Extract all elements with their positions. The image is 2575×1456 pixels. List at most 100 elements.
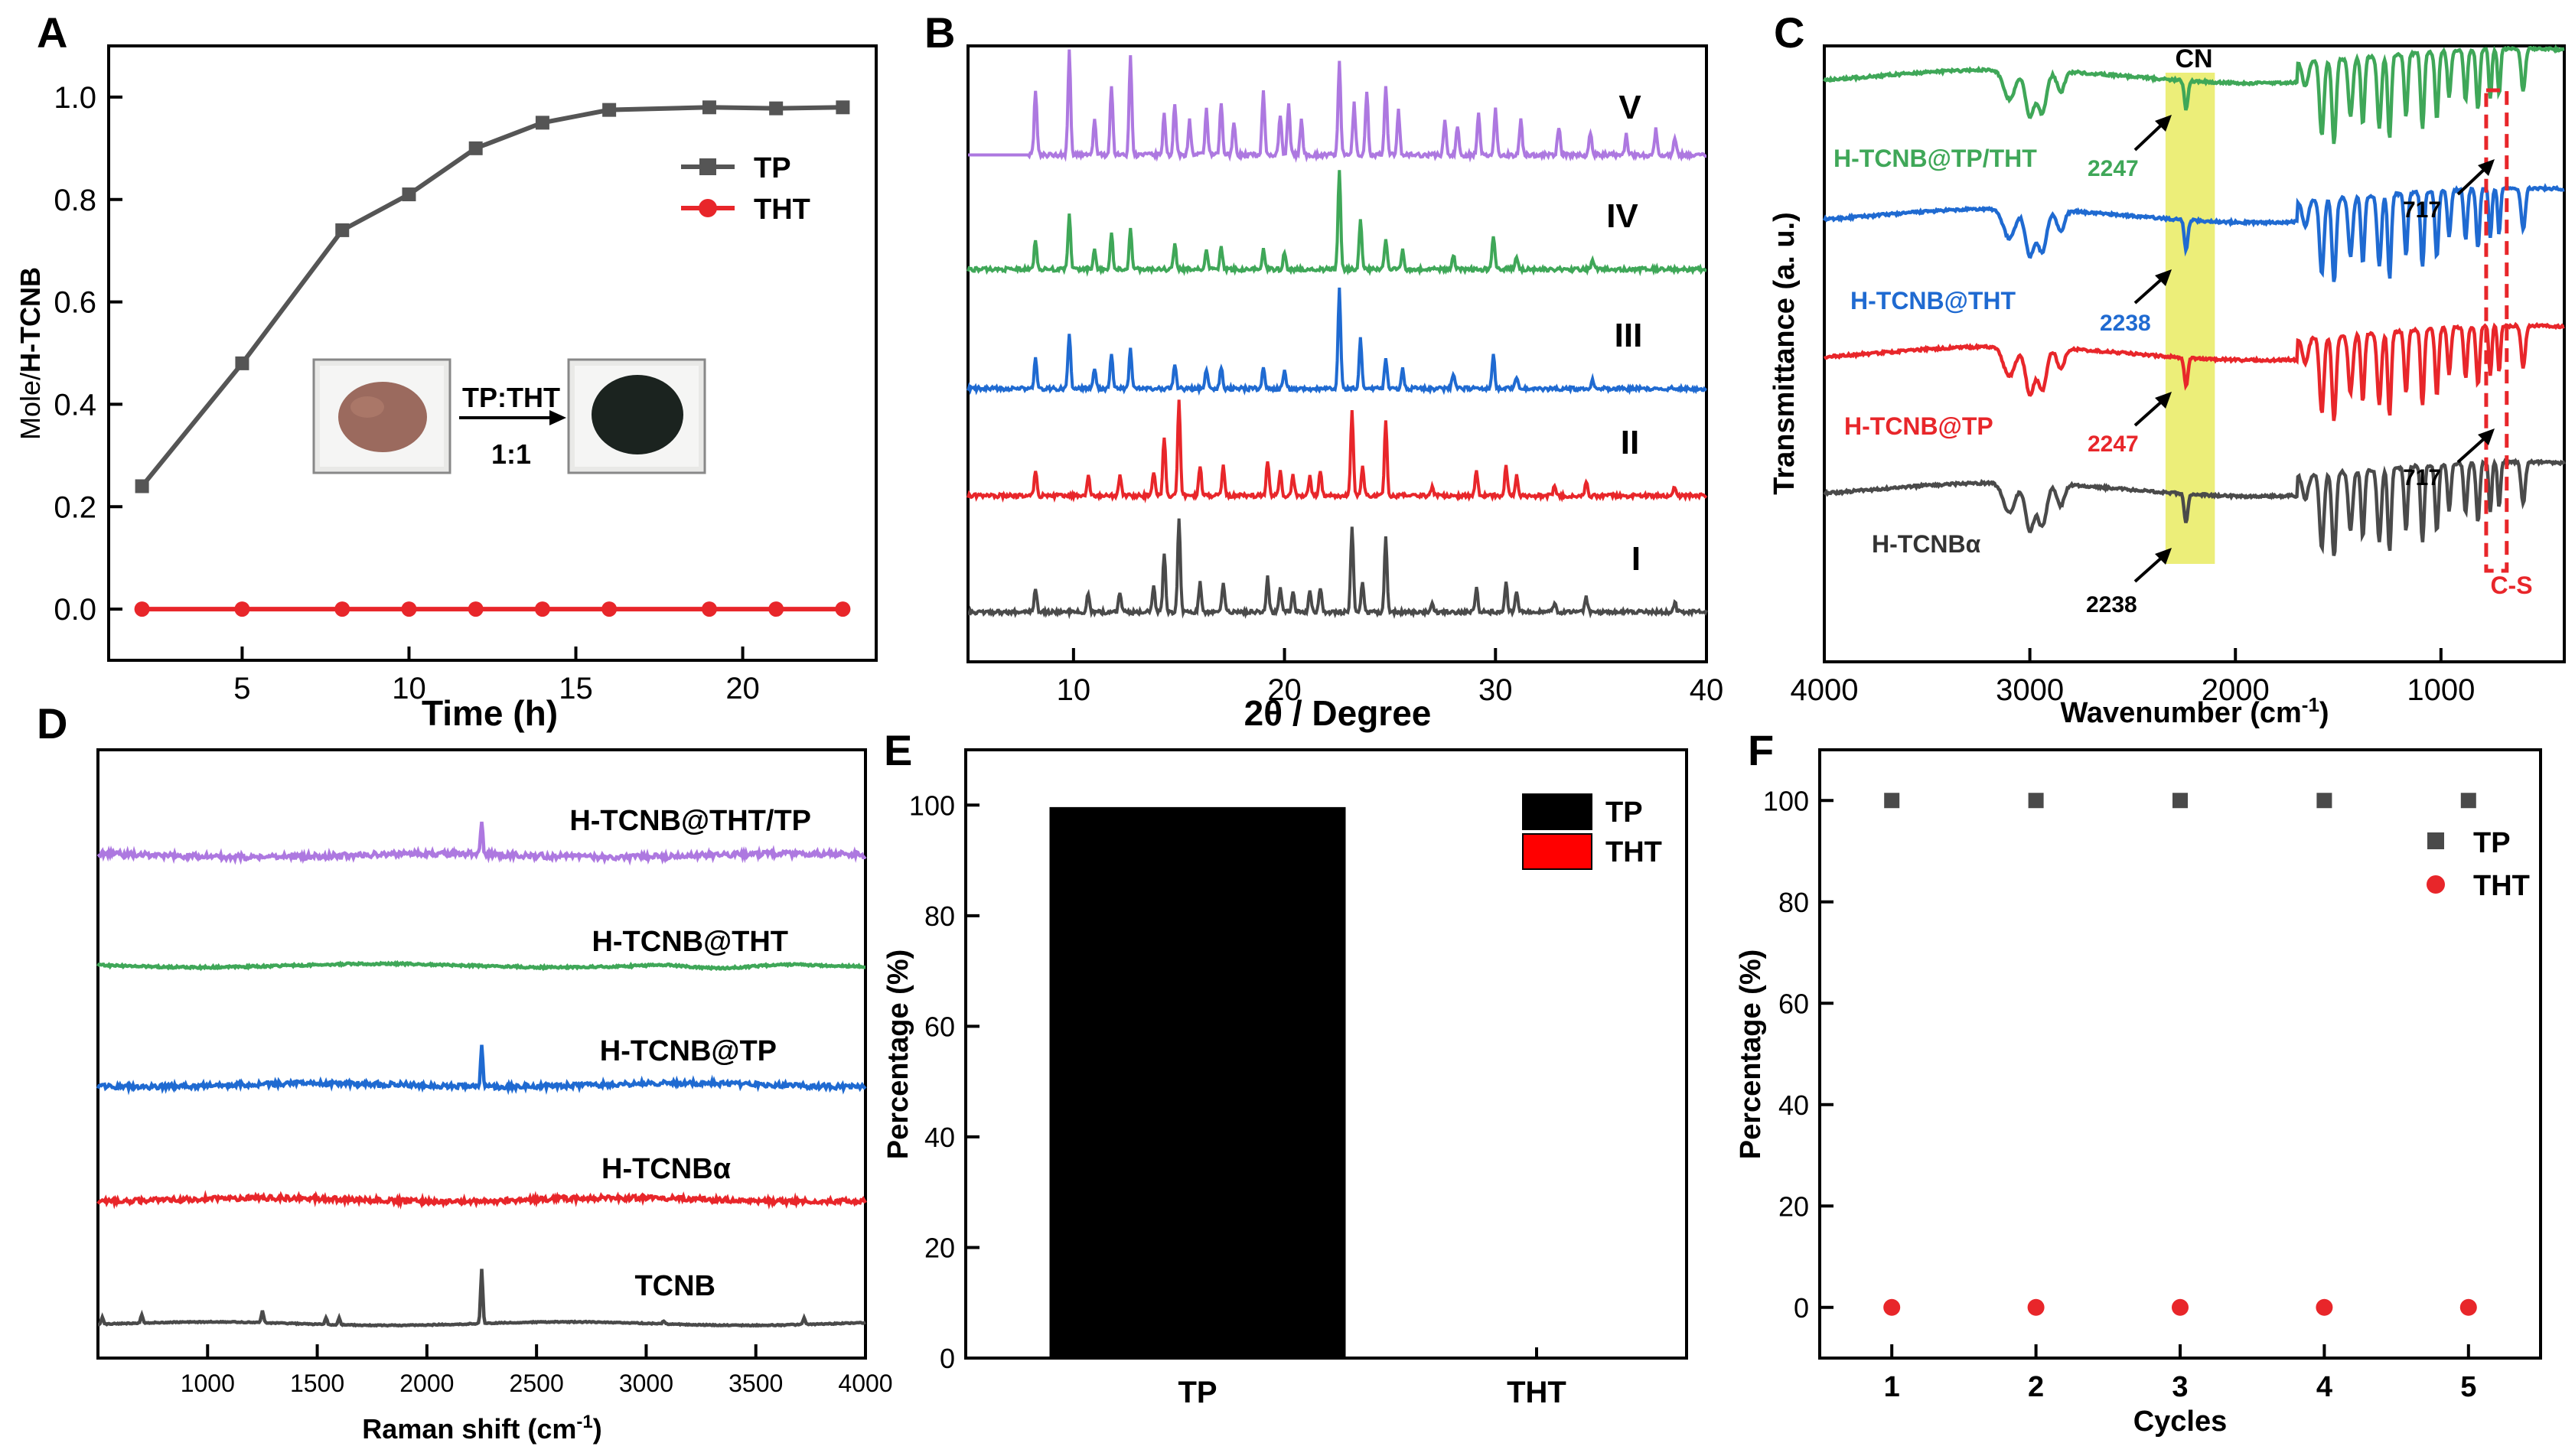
x-axis-b-tick-label: 10 xyxy=(1057,673,1091,707)
x-axis-b-tick-label: 30 xyxy=(1478,673,1513,707)
raman-trace-4 xyxy=(96,1190,867,1210)
y-axis-label-c: Transmittance (a. u.) xyxy=(1768,212,1801,495)
x-axis-d-tick-label: 3000 xyxy=(619,1370,673,1397)
trace-label-b-ii: II xyxy=(1621,424,1639,461)
x-axis-f-tick-label: 3 xyxy=(2172,1371,2188,1403)
peak-arrow-1-head-icon xyxy=(2155,115,2172,132)
data-point-f-tp xyxy=(2316,793,2332,809)
x-axis-c-tick-label: 3000 xyxy=(1996,673,2064,707)
data-point-a-tp xyxy=(702,100,716,115)
ir-trace-2 xyxy=(1822,183,2565,282)
data-point-a-tht xyxy=(334,601,350,617)
legend-f-tht-label: THT xyxy=(2473,870,2530,902)
peak-annotations-c: 2247 717 2238 2247 717 2238 xyxy=(2086,115,2495,617)
data-point-f-tht xyxy=(2172,1298,2189,1316)
data-point-a-tp xyxy=(468,141,483,155)
y-axis-e-tick-label: 40 xyxy=(924,1122,955,1153)
trace-label-b-v: V xyxy=(1618,89,1641,126)
x-axis-a-tick-label: 15 xyxy=(559,672,593,705)
y-axis-label-e: Percentage (%) xyxy=(882,949,914,1160)
x-axis-f-tick-label: 1 xyxy=(1884,1371,1900,1403)
raman-trace-2 xyxy=(96,959,866,972)
inset-a: TP:THT 1:1 xyxy=(312,358,706,474)
data-point-a-tht xyxy=(701,601,717,617)
peak-label-717-red: 717 xyxy=(2403,465,2441,490)
raman-trace-3 xyxy=(96,1044,867,1096)
x-axis-a-tick-label: 10 xyxy=(392,672,426,705)
data-point-f-tht xyxy=(2459,1298,2477,1316)
x-axis-d-tick-label: 3500 xyxy=(728,1370,783,1397)
x-axis-e-tick-label: TP xyxy=(1178,1376,1217,1409)
x-axis-label-a: Time (h) xyxy=(422,693,558,733)
y-axis-e-tick-label: 80 xyxy=(924,901,955,932)
ir-trace-4 xyxy=(1823,458,2566,556)
y-axis-label-a: Mole/H-TCNB xyxy=(15,267,46,440)
x-axis-c-tick-label: 2000 xyxy=(2202,673,2270,707)
panel-letter-a: A xyxy=(37,8,67,57)
panel-f: F 0 20 40 60 80 100 1 2 3 4 5 TP THT Cycles Percen… xyxy=(1735,726,2542,1438)
peak-arrow-2-head-icon xyxy=(2478,159,2495,176)
trace-label-d-1: H-TCNB@THT/TP xyxy=(569,805,811,837)
panel-a: A 5 10 15 20 0.0 0.2 0.4 0.6 0.8 1.0 Time (h) Mol… xyxy=(15,8,878,733)
panel-letter-f: F xyxy=(1748,726,1774,774)
data-point-f-tp xyxy=(1884,793,1900,809)
x-axis-c-tick-label: 1000 xyxy=(2407,673,2475,707)
xrd-trace-v xyxy=(968,49,1706,163)
data-point-a-tp xyxy=(602,103,617,117)
peak-arrow-6 xyxy=(2133,554,2166,583)
raman-trace-1 xyxy=(96,821,867,866)
data-point-a-tp xyxy=(535,116,549,130)
xrd-trace-ii xyxy=(966,399,1708,503)
x-axis-d-tick-label: 2500 xyxy=(510,1370,564,1397)
trace-label-d-2: H-TCNB@THT xyxy=(592,926,788,958)
data-point-a-tht xyxy=(468,601,484,617)
y-axis-a-tick-label: 0.4 xyxy=(54,388,96,422)
axis-ticks-d: 1000 1500 2000 2500 3000 3500 4000 xyxy=(181,1344,893,1397)
x-axis-label-d-end: ) xyxy=(593,1413,602,1445)
y-axis-label-a-main: H-TCNB xyxy=(15,267,46,373)
xrd-trace-iii xyxy=(966,287,1707,396)
panel-letter-b: B xyxy=(924,8,955,57)
x-axis-e-tick-label: THT xyxy=(1507,1376,1566,1409)
xrd-trace-iv xyxy=(966,170,1707,277)
panel-e: E 0 20 40 60 80 100 TP THT TP THT Percentage (%… xyxy=(882,726,1688,1409)
legend-f: TP THT xyxy=(2427,827,2530,902)
data-point-a-tht xyxy=(835,601,851,617)
x-axis-a-tick-label: 20 xyxy=(725,672,760,705)
cn-highlight-band xyxy=(2165,73,2215,564)
traces-b xyxy=(966,49,1708,620)
axis-ticks-b: 10 20 30 40 xyxy=(1057,648,1723,707)
series-line-a-tp xyxy=(140,105,843,488)
y-axis-f-tick-label: 80 xyxy=(1778,887,1809,918)
y-axis-a-tick-label: 0.0 xyxy=(54,593,96,627)
data-point-a-tp xyxy=(135,479,149,493)
legend-f-tht-marker xyxy=(2427,875,2445,894)
panel-d: D 1000 1500 2000 2500 3000 3500 4000 H-TCNB@TH… xyxy=(37,699,893,1445)
raman-trace-5 xyxy=(97,1269,866,1328)
y-axis-label-f: Percentage (%) xyxy=(1735,949,1767,1160)
panel-letter-e: E xyxy=(884,726,912,774)
data-point-f-tht xyxy=(2027,1298,2045,1316)
plot-frame-b xyxy=(966,44,1708,663)
data-point-a-tp xyxy=(235,356,249,370)
x-axis-f-tick-label: 4 xyxy=(2316,1371,2332,1403)
trace-label-c-2: H-TCNB@THT xyxy=(1850,287,2016,314)
traces-d xyxy=(96,821,867,1328)
peak-arrow-1 xyxy=(2133,121,2166,151)
powder-photo-before xyxy=(338,382,427,452)
x-axis-f-tick-label: 5 xyxy=(2460,1371,2476,1403)
x-axis-d-tick-label: 1500 xyxy=(290,1370,344,1397)
x-axis-f-tick-label: 2 xyxy=(2028,1371,2044,1403)
x-axis-label-d-sup: -1 xyxy=(576,1412,592,1432)
y-axis-f-tick-label: 20 xyxy=(1778,1191,1809,1222)
y-axis-e-tick-label: 20 xyxy=(924,1232,955,1263)
x-axis-d-tick-label: 2000 xyxy=(399,1370,454,1397)
traces-c xyxy=(1822,44,2566,556)
legend-a: TP THT xyxy=(681,152,810,226)
powder-photo-after xyxy=(592,375,683,454)
plot-frame-a xyxy=(107,44,878,662)
cn-label: CN xyxy=(2175,44,2212,73)
y-axis-a-tick-label: 1.0 xyxy=(54,81,96,115)
x-axis-label-d-main: Raman shift (cm xyxy=(362,1413,576,1445)
